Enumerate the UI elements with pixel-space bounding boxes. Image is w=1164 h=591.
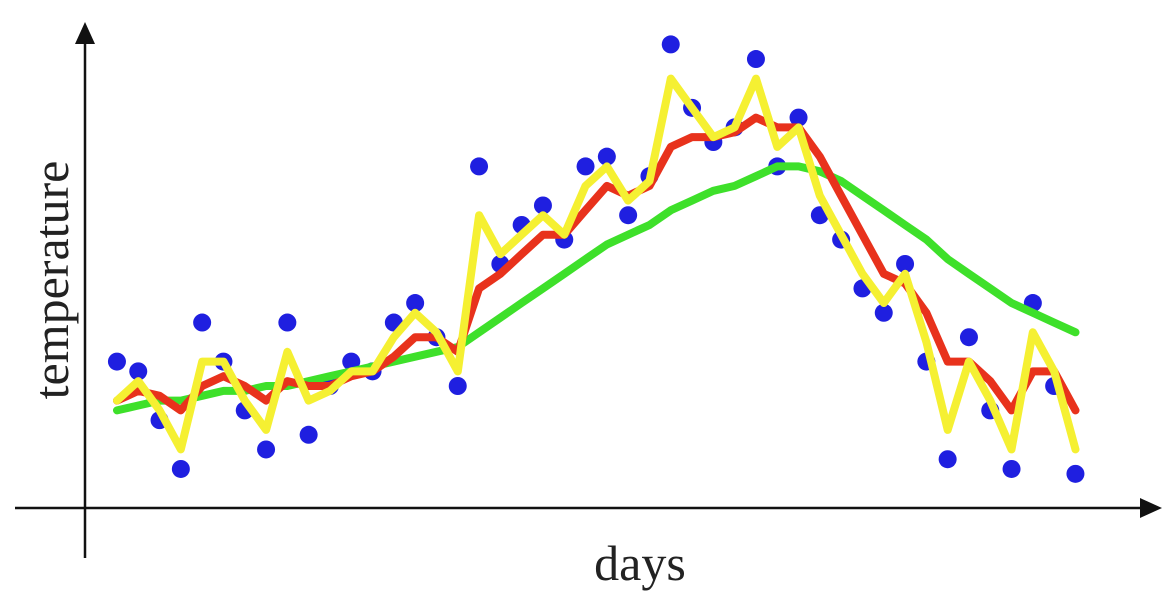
- data-point: [406, 294, 425, 313]
- data-point: [278, 313, 297, 332]
- data-point: [171, 459, 190, 478]
- x-axis-arrow: [1140, 498, 1162, 518]
- data-point: [193, 313, 212, 332]
- data-point: [896, 255, 915, 273]
- x-axis-label: days: [594, 535, 686, 591]
- data-point: [938, 450, 957, 469]
- data-point: [789, 108, 808, 127]
- data-point: [448, 377, 467, 395]
- data-point: [107, 352, 126, 371]
- data-point: [597, 147, 616, 166]
- data-point: [1066, 464, 1085, 483]
- data-point: [959, 328, 978, 347]
- data-point: [576, 157, 595, 176]
- data-point: [257, 440, 276, 459]
- data-point: [342, 352, 361, 371]
- plot-area: [107, 35, 1085, 483]
- data-point: [129, 362, 148, 381]
- data-point: [299, 425, 318, 444]
- data-point: [619, 206, 638, 225]
- data-line: [113, 74, 1080, 454]
- data-point: [661, 35, 680, 54]
- data-point: [470, 157, 489, 176]
- data-point: [533, 196, 552, 215]
- data-point: [1002, 459, 1021, 478]
- data-point: [874, 303, 893, 322]
- y-axis-label: temperature: [23, 161, 79, 400]
- y-axis-arrow: [75, 22, 95, 44]
- data-point: [746, 50, 765, 69]
